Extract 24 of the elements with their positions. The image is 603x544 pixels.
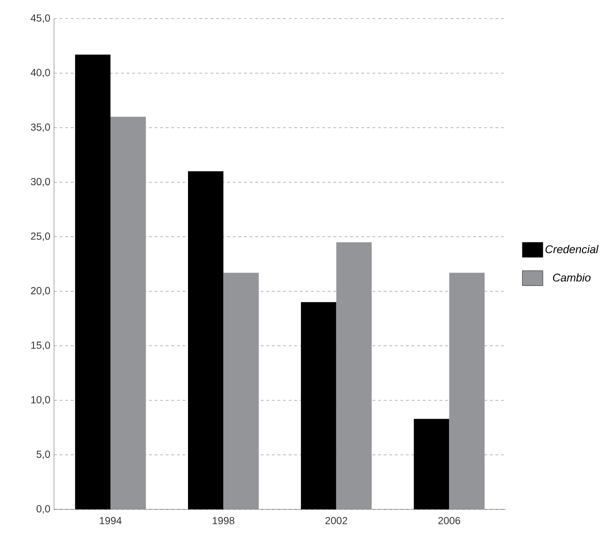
y-tick-label: 15,0 xyxy=(31,342,50,350)
bar xyxy=(414,418,450,510)
legend-label: Cambio xyxy=(552,273,591,282)
y-tick-label: 25,0 xyxy=(30,232,50,242)
bar xyxy=(223,272,259,510)
bar xyxy=(75,54,110,510)
y-tick-label: 5,0 xyxy=(36,450,50,460)
bar xyxy=(110,116,146,510)
x-tick-label: 1998 xyxy=(212,517,234,524)
y-tick-label: 40,0 xyxy=(30,69,50,78)
legend-label: Credencial xyxy=(546,245,599,254)
y-tick-label: 30,0 xyxy=(30,178,50,187)
bar xyxy=(300,302,336,510)
y-tick-label: 0,0 xyxy=(36,505,50,514)
x-tick-label: 1994 xyxy=(100,517,122,524)
y-tick-label: 20,0 xyxy=(30,287,50,296)
bar xyxy=(449,272,485,510)
y-tick-label: 45,0 xyxy=(30,14,50,23)
bar xyxy=(336,242,372,510)
bar xyxy=(188,171,224,510)
y-tick-label: 35,0 xyxy=(30,124,50,132)
x-tick-label: 2006 xyxy=(438,517,460,524)
x-tick-label: 2002 xyxy=(325,517,348,524)
y-tick-label: 10,0 xyxy=(31,396,50,405)
